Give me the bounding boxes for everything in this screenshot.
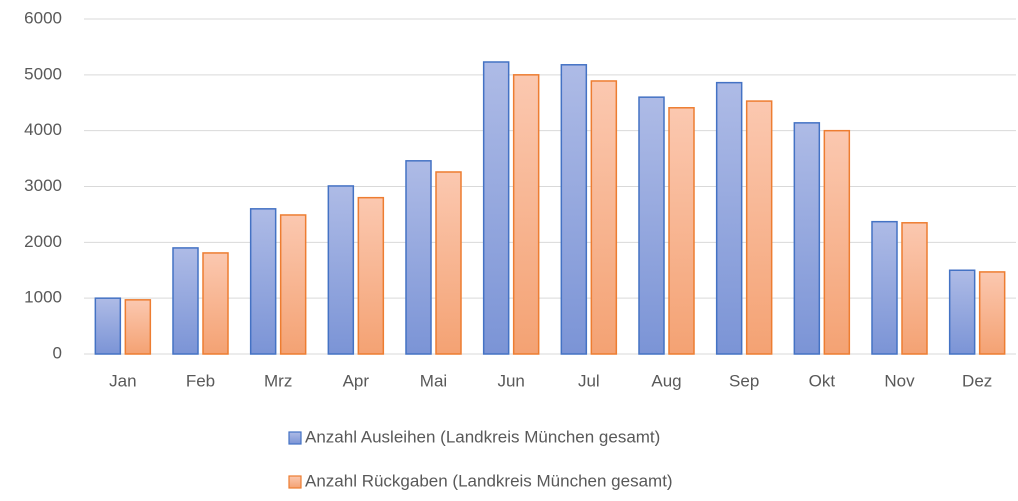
x-tick-label: Mrz <box>264 371 292 390</box>
bar <box>715 81 743 355</box>
x-tick-label: Mai <box>420 371 447 390</box>
bar <box>124 299 152 355</box>
x-tick-label: Aug <box>651 371 681 390</box>
y-tick-label: 3000 <box>24 176 62 195</box>
x-tick-label: Nov <box>884 371 915 390</box>
x-tick-label: Jun <box>497 371 524 390</box>
y-tick-label: 5000 <box>24 64 62 83</box>
bar <box>948 269 976 355</box>
x-tick-label: Dez <box>962 371 992 390</box>
bar <box>745 100 773 355</box>
x-tick-label: Okt <box>809 371 836 390</box>
legend-label: Anzahl Rückgaben (Landkreis München gesa… <box>305 471 673 490</box>
bar <box>793 122 821 355</box>
bar <box>871 220 898 355</box>
y-tick-label: 1000 <box>24 288 62 307</box>
y-tick-label: 2000 <box>24 232 62 251</box>
x-tick-label: Jan <box>109 371 136 390</box>
legend-swatch <box>288 475 302 489</box>
bar <box>638 96 665 355</box>
bar <box>172 247 199 355</box>
bar <box>668 107 695 355</box>
bar <box>823 129 851 355</box>
y-tick-label: 0 <box>53 343 62 362</box>
legend-label: Anzahl Ausleihen (Landkreis München gesa… <box>305 427 660 446</box>
bar <box>978 271 1006 355</box>
bar <box>901 222 928 355</box>
x-tick-label: Jul <box>578 371 600 390</box>
bar <box>279 214 307 355</box>
y-tick-label: 4000 <box>24 120 62 139</box>
bar <box>435 171 462 355</box>
bar <box>512 74 540 355</box>
bar <box>560 64 588 355</box>
bar <box>249 208 277 355</box>
x-tick-label: Sep <box>729 371 759 390</box>
y-tick-label: 6000 <box>24 8 62 27</box>
x-tick-label: Apr <box>343 371 370 390</box>
bar <box>482 61 510 355</box>
bar <box>405 160 432 355</box>
legend-swatch <box>288 431 302 445</box>
bar <box>590 80 618 355</box>
bar <box>327 185 355 355</box>
bar <box>357 196 385 355</box>
bar <box>94 297 122 355</box>
bar <box>202 252 229 355</box>
x-tick-label: Feb <box>186 371 215 390</box>
